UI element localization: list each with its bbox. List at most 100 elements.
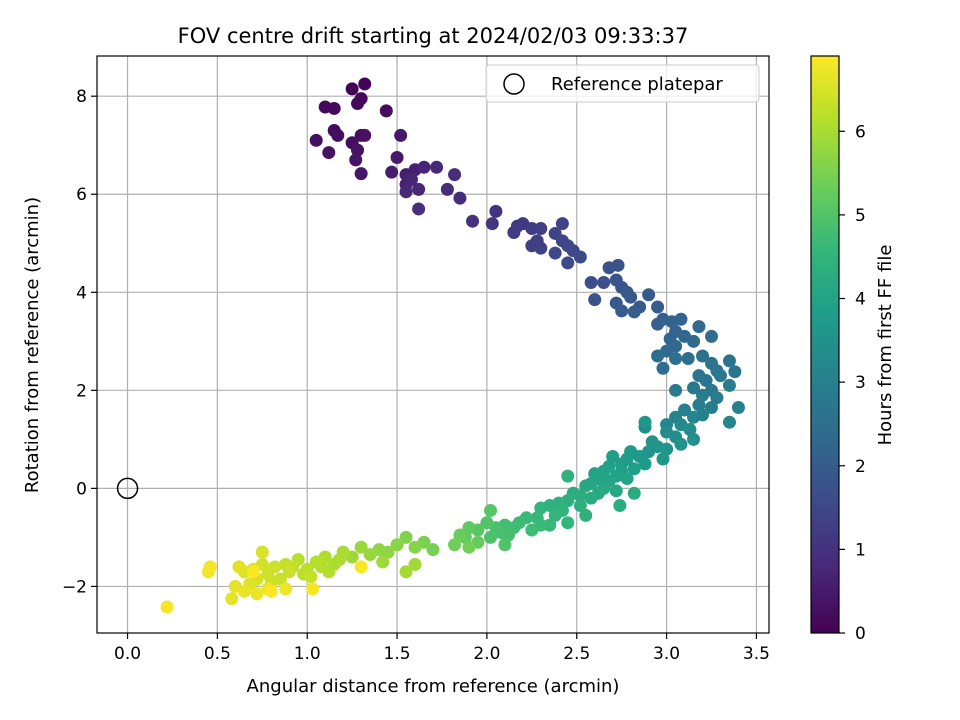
data-point (584, 491, 598, 505)
data-point (246, 565, 260, 579)
data-point (642, 288, 656, 302)
data-point (309, 133, 323, 147)
data-point (376, 555, 390, 569)
data-point (674, 312, 688, 326)
data-point (399, 530, 413, 544)
data-point (232, 560, 246, 574)
data-point (548, 508, 562, 522)
data-point (412, 202, 426, 216)
data-point (485, 217, 499, 231)
data-point (588, 293, 602, 307)
data-point (261, 567, 275, 581)
x-axis: 0.0 0.5 1.0 1.5 2.0 2.5 3.0 3.5 (114, 633, 770, 664)
legend-marker (503, 73, 525, 95)
colorbar-ticks: 0 1 2 3 4 5 6 (839, 122, 866, 644)
data-point (615, 304, 629, 318)
data-point (349, 153, 363, 167)
colorbar-tick-label: 4 (855, 290, 866, 310)
data-point (651, 317, 665, 331)
data-point (692, 398, 706, 412)
data-point (669, 351, 683, 365)
data-point (453, 528, 467, 542)
scatter-points (160, 77, 745, 614)
data-point (201, 565, 215, 579)
data-point (609, 484, 623, 498)
data-point (674, 437, 688, 451)
data-point (613, 499, 627, 513)
data-point (687, 381, 701, 395)
y-axis: −2 0 2 4 6 8 (62, 87, 97, 597)
data-point (264, 584, 278, 598)
data-point (462, 540, 476, 554)
legend: Reference platepar (485, 64, 760, 103)
data-point (426, 543, 440, 557)
data-point (692, 320, 706, 334)
colorbar-gradient (810, 55, 840, 634)
plot-frame (96, 55, 770, 634)
data-point (379, 104, 393, 118)
colorbar-tick-label: 6 (855, 122, 866, 142)
data-point (669, 383, 683, 397)
data-point (687, 334, 701, 348)
chart-title: FOV centre drift starting at 2024/02/03 … (178, 24, 689, 48)
data-point (498, 538, 512, 552)
data-point (363, 548, 377, 562)
plot-area: 0.0 0.5 1.0 1.5 2.0 2.5 3.0 3.5 −2 0 2 4 6 8 (62, 55, 770, 664)
data-point (722, 354, 736, 368)
data-point (160, 600, 174, 614)
data-point (678, 403, 692, 417)
data-point (710, 391, 724, 405)
colorbar-tick-label: 5 (855, 206, 866, 226)
data-point (687, 410, 701, 424)
data-point (417, 160, 431, 174)
data-point (624, 290, 638, 304)
data-point (507, 225, 521, 239)
data-point (627, 486, 641, 500)
data-point (638, 457, 652, 471)
data-point (713, 369, 727, 383)
data-point (611, 258, 625, 272)
data-point (250, 587, 264, 601)
data-point (440, 182, 454, 196)
data-point (306, 582, 320, 596)
data-point (561, 469, 575, 483)
data-point (385, 165, 399, 179)
y-tick-label: 0 (76, 479, 87, 499)
x-tick-label: 1.5 (384, 644, 411, 664)
data-point (358, 77, 372, 91)
data-point (705, 400, 719, 414)
data-point (327, 101, 341, 115)
data-point (399, 565, 413, 579)
data-point (322, 146, 336, 160)
data-point (555, 217, 569, 231)
data-point (597, 275, 611, 289)
data-point (394, 128, 408, 142)
data-point (354, 92, 368, 106)
legend-label: Reference platepar (551, 74, 723, 95)
data-point (351, 143, 365, 157)
data-point (728, 365, 742, 379)
data-point (448, 168, 462, 182)
data-point (404, 173, 418, 187)
data-point (573, 499, 587, 513)
data-point (638, 415, 652, 429)
data-point (354, 560, 368, 574)
data-point (579, 508, 593, 522)
data-point (483, 530, 497, 544)
data-point (696, 388, 710, 402)
colorbar-tick-label: 2 (855, 457, 866, 477)
y-tick-label: 8 (76, 87, 87, 107)
data-point (651, 300, 665, 314)
colorbar: 0 1 2 3 4 5 6 Hours from first FF file (810, 55, 896, 644)
data-point (584, 275, 598, 289)
data-point (620, 472, 634, 486)
data-point (489, 204, 503, 218)
data-point (534, 222, 548, 236)
data-point (279, 582, 293, 596)
data-point (358, 128, 372, 142)
x-tick-label: 2.0 (473, 644, 500, 664)
data-point (304, 570, 318, 584)
data-point (627, 305, 641, 319)
reference-platepar-marker (116, 477, 139, 500)
data-point (696, 349, 710, 363)
